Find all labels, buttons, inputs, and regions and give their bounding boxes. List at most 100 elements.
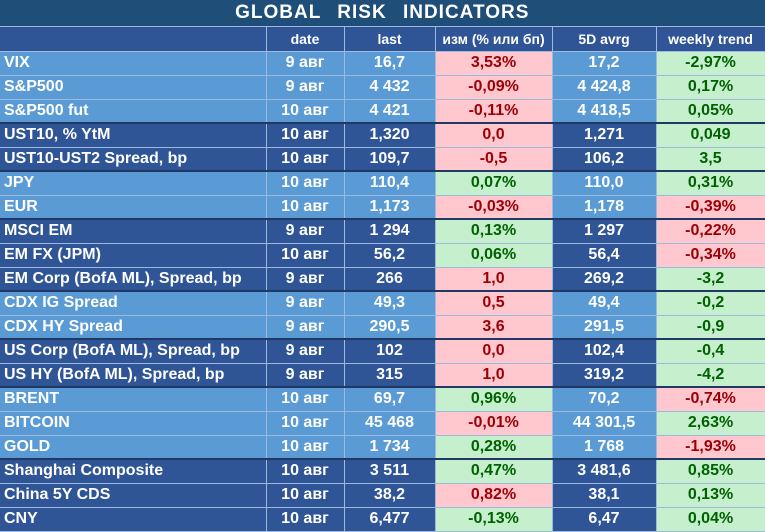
indicator-date: 9 авг [266, 363, 345, 388]
indicator-name: S&P500 [0, 75, 267, 100]
table-row: CNY 10 авг 6,477 -0,13% 6,47 0,04% [0, 507, 765, 532]
indicator-date: 9 авг [266, 75, 345, 100]
table-row: S&P500 9 авг 4 432 -0,09% 4 424,8 0,17% [0, 75, 765, 100]
indicator-change: -0,01% [435, 411, 553, 436]
table-row: BITCOIN 10 авг 45 468 -0,01% 44 301,5 2,63% [0, 411, 765, 436]
indicator-name: UST10-UST2 Spread, bp [0, 147, 267, 172]
indicator-last: 109,7 [344, 147, 436, 172]
indicator-5d-avg: 269,2 [552, 267, 657, 292]
indicator-name: MSCI EM [0, 218, 267, 244]
table-title: GLOBAL RISK INDICATORS [0, 0, 765, 27]
indicator-weekly-trend: -0,22% [656, 218, 765, 244]
indicator-date: 10 авг [266, 243, 345, 268]
indicator-change: 1,0 [435, 267, 553, 292]
indicator-name: BRENT [0, 386, 267, 412]
indicator-change: -0,09% [435, 75, 553, 100]
indicator-change: 0,5 [435, 290, 553, 316]
indicator-date: 9 авг [266, 290, 345, 316]
indicator-5d-avg: 38,1 [552, 483, 657, 508]
indicator-weekly-trend: -2,97% [656, 51, 765, 76]
indicator-weekly-trend: -0,74% [656, 386, 765, 412]
column-header-weekly-trend: weekly trend [656, 26, 765, 52]
indicator-5d-avg: 4 424,8 [552, 75, 657, 100]
table-row: UST10, % YtM 10 авг 1,320 0,0 1,271 0,049 [0, 122, 765, 148]
table-row: VIX 9 авг 16,7 3,53% 17,2 -2,97% [0, 51, 765, 76]
indicator-weekly-trend: -4,2 [656, 363, 765, 388]
indicator-change: 0,07% [435, 170, 553, 196]
indicator-change: 0,06% [435, 243, 553, 268]
indicator-last: 3 511 [344, 458, 436, 484]
table-row: JPY 10 авг 110,4 0,07% 110,0 0,31% [0, 170, 765, 196]
indicator-last: 1 294 [344, 218, 436, 244]
table-row: EUR 10 авг 1,173 -0,03% 1,178 -0,39% [0, 195, 765, 220]
indicator-weekly-trend: 0,13% [656, 483, 765, 508]
indicator-weekly-trend: 0,049 [656, 122, 765, 148]
indicator-weekly-trend: 0,31% [656, 170, 765, 196]
indicator-weekly-trend: -1,93% [656, 435, 765, 460]
table-row: US Corp (BofA ML), Spread, bp 9 авг 102 0,0… [0, 338, 765, 364]
indicator-change: 0,82% [435, 483, 553, 508]
indicator-change: -0,03% [435, 195, 553, 220]
indicator-last: 6,477 [344, 507, 436, 532]
column-header-name [0, 26, 267, 52]
indicator-last: 69,7 [344, 386, 436, 412]
table-row: MSCI EM 9 авг 1 294 0,13% 1 297 -0,22% [0, 218, 765, 244]
indicator-5d-avg: 4 418,5 [552, 99, 657, 124]
indicator-change: 3,6 [435, 315, 553, 340]
indicator-last: 56,2 [344, 243, 436, 268]
indicator-date: 9 авг [266, 315, 345, 340]
indicator-date: 10 авг [266, 170, 345, 196]
indicator-weekly-trend: -0,39% [656, 195, 765, 220]
indicator-date: 9 авг [266, 51, 345, 76]
indicator-date: 10 авг [266, 147, 345, 172]
indicator-date: 10 авг [266, 435, 345, 460]
column-header-date: date [266, 26, 345, 52]
indicator-weekly-trend: -3,2 [656, 267, 765, 292]
indicator-last: 4 421 [344, 99, 436, 124]
indicator-name: China 5Y CDS [0, 483, 267, 508]
indicator-name: EUR [0, 195, 267, 220]
indicator-5d-avg: 44 301,5 [552, 411, 657, 436]
table-row: S&P500 fut 10 авг 4 421 -0,11% 4 418,5 0,05% [0, 99, 765, 124]
indicator-name: Shanghai Composite [0, 458, 267, 484]
indicator-weekly-trend: -0,34% [656, 243, 765, 268]
indicator-change: -0,5 [435, 147, 553, 172]
indicator-name: CNY [0, 507, 267, 532]
indicator-name: CDX IG Spread [0, 290, 267, 316]
indicator-weekly-trend: -0,4 [656, 338, 765, 364]
indicator-5d-avg: 3 481,6 [552, 458, 657, 484]
indicator-date: 9 авг [266, 338, 345, 364]
indicator-date: 10 авг [266, 507, 345, 532]
indicator-weekly-trend: 0,04% [656, 507, 765, 532]
column-header-last: last [344, 26, 436, 52]
indicator-date: 10 авг [266, 458, 345, 484]
indicator-change: -0,13% [435, 507, 553, 532]
indicator-name: US HY (BofA ML), Spread, bp [0, 363, 267, 388]
indicator-name: UST10, % YtM [0, 122, 267, 148]
indicator-5d-avg: 1,271 [552, 122, 657, 148]
indicator-5d-avg: 291,5 [552, 315, 657, 340]
table-row: CDX IG Spread 9 авг 49,3 0,5 49,4 -0,2 [0, 290, 765, 316]
indicator-last: 4 432 [344, 75, 436, 100]
table-row: GOLD 10 авг 1 734 0,28% 1 768 -1,93% [0, 435, 765, 460]
indicator-5d-avg: 49,4 [552, 290, 657, 316]
indicator-5d-avg: 1 768 [552, 435, 657, 460]
indicator-change: 0,13% [435, 218, 553, 244]
indicator-last: 1,173 [344, 195, 436, 220]
indicator-weekly-trend: 0,05% [656, 99, 765, 124]
column-header-change: изм (% или бп) [435, 26, 553, 52]
indicator-change: 0,0 [435, 338, 553, 364]
table-row: US HY (BofA ML), Spread, bp 9 авг 315 1,0 31… [0, 363, 765, 388]
indicator-date: 10 авг [266, 195, 345, 220]
indicator-date: 10 авг [266, 483, 345, 508]
indicator-5d-avg: 102,4 [552, 338, 657, 364]
indicator-date: 9 авг [266, 218, 345, 244]
table-row: Shanghai Composite 10 авг 3 511 0,47% 3 481,… [0, 458, 765, 484]
indicator-change: 1,0 [435, 363, 553, 388]
table-row: CDX HY Spread 9 авг 290,5 3,6 291,5 -0,9 [0, 315, 765, 340]
indicator-name: VIX [0, 51, 267, 76]
indicator-date: 10 авг [266, 122, 345, 148]
indicator-5d-avg: 1,178 [552, 195, 657, 220]
